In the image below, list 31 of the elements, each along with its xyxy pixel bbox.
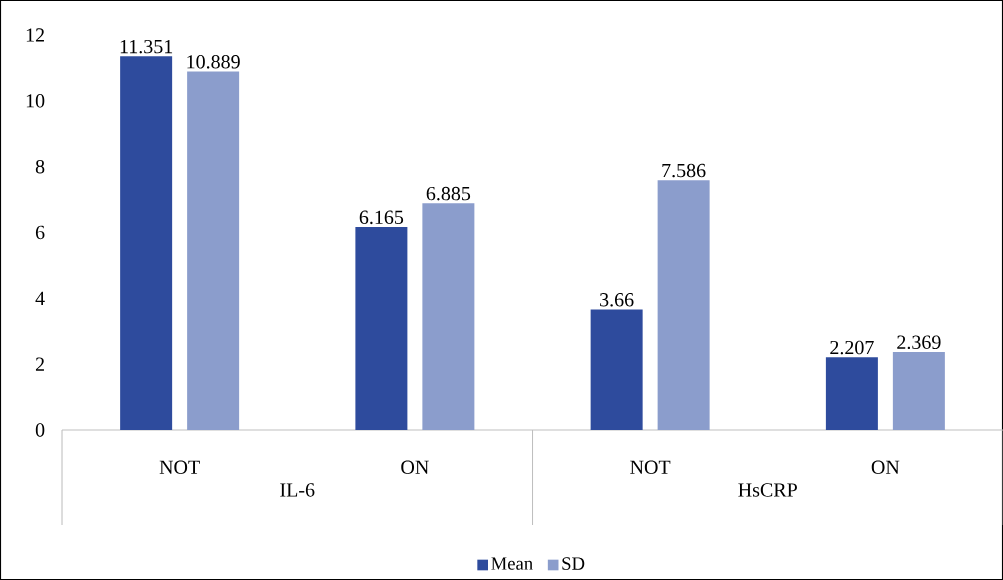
x-tick-label: ON	[871, 460, 900, 475]
data-label: 7.586	[662, 163, 706, 178]
bar	[590, 309, 643, 430]
y-tick-label: 10	[26, 94, 45, 108]
text: IL-6	[280, 483, 315, 497]
bar	[120, 56, 173, 430]
x-tick-label: NOT	[159, 460, 200, 475]
bar	[657, 180, 710, 430]
y-tick-label: 4	[35, 291, 45, 305]
x-tick-label: NOT	[630, 460, 671, 475]
data-label: 6.165	[359, 210, 404, 225]
legend-label: Mean	[491, 557, 533, 570]
legend-label: SD	[562, 557, 585, 570]
bar	[422, 203, 475, 430]
y-tick-label: 12	[26, 28, 44, 42]
x-tick-label: ON	[401, 460, 429, 475]
data-label: 10.889	[187, 55, 240, 69]
bar	[355, 227, 408, 430]
bar	[187, 71, 240, 430]
data-label: 6.885	[426, 186, 471, 201]
data-label: 11.351	[120, 39, 173, 54]
bar	[892, 352, 945, 430]
bar	[825, 357, 878, 430]
y-tick-label: 6	[35, 225, 45, 240]
text: HsCRP	[738, 483, 797, 497]
y-tick-label: 0	[35, 423, 45, 437]
data-label: 2.369	[897, 335, 941, 350]
y-tick-label: 8	[35, 159, 45, 174]
data-label: 3.66	[600, 293, 634, 307]
data-label: 2.207	[830, 340, 874, 355]
y-tick-label: 2	[35, 357, 44, 371]
